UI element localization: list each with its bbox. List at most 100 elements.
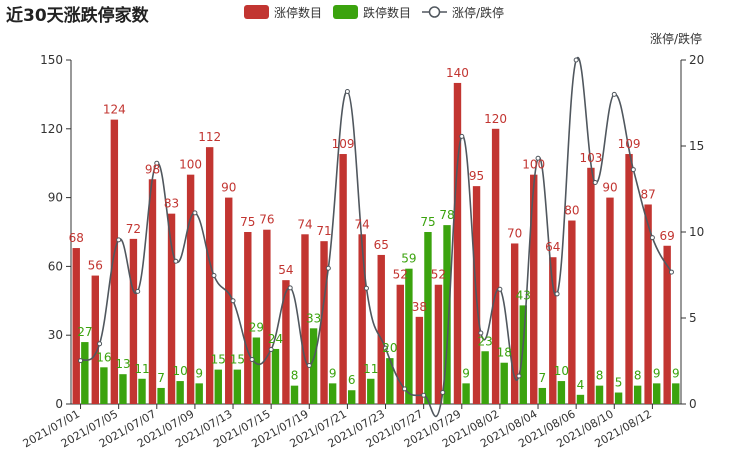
bar-limit-down [176,381,184,404]
data-label-limit-up: 56 [88,259,103,273]
bar-limit-up [339,154,347,404]
legend-label-2: 涨停/跌停 [452,5,504,20]
data-label-limit-down: 5 [615,376,623,390]
data-label-limit-up: 52 [431,268,446,282]
bar-limit-up [186,174,195,404]
data-label-limit-up: 76 [259,213,274,227]
data-label-limit-up: 109 [618,137,641,151]
ratio-point [421,392,427,398]
ratio-point [554,291,560,297]
data-label-limit-up: 54 [278,263,293,277]
bar-limit-down [519,305,527,404]
data-label-limit-down: 16 [96,350,111,364]
legend-swatch-1 [333,5,358,19]
data-label-limit-up: 72 [126,222,141,236]
data-label-limit-down: 27 [77,325,92,339]
data-label-limit-up: 90 [602,181,617,195]
ratio-point [478,330,484,336]
ratio-point [97,341,103,347]
data-label-limit-up: 71 [316,224,331,238]
data-label-limit-up: 120 [484,112,507,126]
data-label-limit-up: 65 [374,238,389,252]
legend-line-marker [428,6,441,18]
data-label-limit-up: 64 [545,240,560,254]
left-tick-label: 120 [40,122,63,136]
data-label-limit-down: 15 [230,353,245,367]
bar-limit-down [405,268,413,404]
bar-limit-up [434,284,443,404]
bar-limit-down [309,328,318,404]
data-label-limit-down: 11 [134,362,149,376]
data-label-limit-up: 83 [164,197,179,211]
ratio-point [287,285,293,291]
data-label-limit-down: 75 [420,215,435,229]
bar-limit-up [148,179,157,404]
data-label-limit-up: 74 [297,217,312,231]
bar-limit-up [263,229,271,404]
bar-limit-down [538,387,547,404]
bar-limit-down [595,385,604,404]
bar-limit-down [633,385,642,404]
data-label-limit-down: 24 [268,332,283,346]
data-label-limit-up: 95 [469,169,484,183]
bar-limit-down [614,392,623,404]
legend-swatch-0 [244,5,269,19]
right-tick-label: 0 [689,397,697,411]
data-label-limit-up: 68 [69,231,84,245]
ratio-point [402,386,408,392]
bar-limit-down [119,374,127,404]
bar-limit-down [271,348,280,404]
right-tick-label: 10 [689,225,704,239]
ratio-point [363,285,369,291]
bar-limit-up [377,254,385,404]
bar-limit-down [500,362,508,404]
bar-limit-up [568,220,576,404]
data-label-limit-up: 124 [103,103,126,117]
data-label-limit-up: 90 [221,181,236,195]
ratio-point [383,345,389,351]
data-label-limit-down: 9 [329,366,337,380]
data-label-limit-down: 7 [157,371,165,385]
data-label-limit-down: 9 [653,366,661,380]
left-tick-label: 0 [55,397,63,411]
bar-limit-up [453,82,462,404]
data-label-limit-up: 87 [640,187,655,201]
right-tick-label: 20 [689,53,704,67]
ratio-point [211,273,217,279]
ratio-point [192,210,198,216]
bar-limit-up [358,234,366,404]
data-label-limit-down: 8 [596,369,604,383]
data-label-limit-down: 10 [173,364,188,378]
data-label-limit-down: 29 [249,320,264,334]
data-label-limit-down: 78 [439,208,454,222]
ratio-point [440,389,446,395]
ratio-point [325,265,331,271]
data-label-limit-up: 98 [145,162,160,176]
bar-limit-up [606,197,614,404]
bar-limit-down [252,337,261,404]
data-label-limit-up: 75 [240,215,255,229]
right-axis-name: 涨停/跌停 [650,31,702,46]
bar-limit-up [91,275,99,404]
legend-label-0: 涨停数目 [274,5,322,20]
ratio-point [668,269,674,275]
bar-limit-down [138,378,146,404]
data-label-limit-up: 100 [179,158,202,172]
bar-limit-down [424,232,432,404]
data-label-limit-up: 100 [522,158,545,172]
bar-limit-up [644,204,652,404]
ratio-point [649,235,655,241]
bar-limit-down [328,383,337,404]
ratio-point [516,373,522,379]
data-label-limit-down: 23 [478,334,493,348]
ratio-point [573,57,579,63]
ratio-point [116,237,122,243]
ratio-point [135,288,141,294]
data-label-limit-down: 9 [672,366,680,380]
data-label-limit-down: 33 [306,311,321,325]
data-label-limit-down: 59 [401,252,416,266]
data-label-limit-down: 15 [211,353,226,367]
bar-limit-up [396,284,404,404]
ratio-point [535,155,541,161]
